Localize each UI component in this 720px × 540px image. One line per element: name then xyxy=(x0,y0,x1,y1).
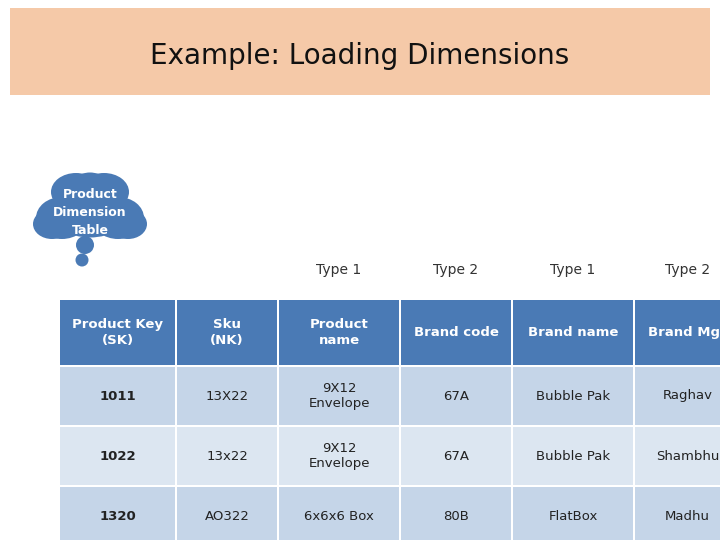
Ellipse shape xyxy=(76,236,94,254)
Text: Product
name: Product name xyxy=(310,318,369,347)
Text: Brand Mgr: Brand Mgr xyxy=(648,326,720,339)
FancyBboxPatch shape xyxy=(635,300,720,365)
Text: 13X22: 13X22 xyxy=(205,389,248,402)
FancyBboxPatch shape xyxy=(279,427,399,485)
Text: Sku
(NK): Sku (NK) xyxy=(210,318,244,347)
Text: 67A: 67A xyxy=(443,389,469,402)
Text: Type 1: Type 1 xyxy=(550,263,595,277)
Text: Example: Loading Dimensions: Example: Loading Dimensions xyxy=(150,42,570,70)
Text: Type 2: Type 2 xyxy=(665,263,710,277)
FancyBboxPatch shape xyxy=(279,487,399,540)
FancyBboxPatch shape xyxy=(635,427,720,485)
FancyBboxPatch shape xyxy=(177,487,277,540)
Text: 6x6x6 Box: 6x6x6 Box xyxy=(304,510,374,523)
Text: 80B: 80B xyxy=(443,510,469,523)
Ellipse shape xyxy=(109,209,147,239)
Text: Madhu: Madhu xyxy=(665,510,710,523)
FancyBboxPatch shape xyxy=(635,367,720,425)
Ellipse shape xyxy=(76,253,89,267)
FancyBboxPatch shape xyxy=(635,487,720,540)
FancyBboxPatch shape xyxy=(279,367,399,425)
FancyBboxPatch shape xyxy=(401,300,511,365)
FancyBboxPatch shape xyxy=(60,300,175,365)
Text: AO322: AO322 xyxy=(204,510,249,523)
Text: 9X12
Envelope: 9X12 Envelope xyxy=(308,381,370,410)
Text: 1022: 1022 xyxy=(99,449,136,462)
Text: Type 2: Type 2 xyxy=(433,263,479,277)
Text: Bubble Pak: Bubble Pak xyxy=(536,449,610,462)
FancyBboxPatch shape xyxy=(513,427,633,485)
FancyBboxPatch shape xyxy=(60,487,175,540)
FancyBboxPatch shape xyxy=(401,427,511,485)
Text: Raghav: Raghav xyxy=(662,389,713,402)
FancyBboxPatch shape xyxy=(177,300,277,365)
FancyBboxPatch shape xyxy=(177,367,277,425)
Ellipse shape xyxy=(51,173,101,211)
FancyBboxPatch shape xyxy=(513,367,633,425)
FancyBboxPatch shape xyxy=(60,427,175,485)
Text: Type 1: Type 1 xyxy=(316,263,361,277)
Text: 9X12
Envelope: 9X12 Envelope xyxy=(308,442,370,470)
Ellipse shape xyxy=(36,197,88,239)
Text: 1320: 1320 xyxy=(99,510,136,523)
Text: Bubble Pak: Bubble Pak xyxy=(536,389,610,402)
FancyBboxPatch shape xyxy=(401,487,511,540)
Text: Brand name: Brand name xyxy=(528,326,618,339)
FancyBboxPatch shape xyxy=(401,367,511,425)
Ellipse shape xyxy=(69,172,111,207)
Ellipse shape xyxy=(50,183,130,238)
FancyBboxPatch shape xyxy=(10,8,710,95)
Text: Shambhu: Shambhu xyxy=(656,449,719,462)
FancyBboxPatch shape xyxy=(513,487,633,540)
FancyBboxPatch shape xyxy=(60,367,175,425)
Text: 67A: 67A xyxy=(443,449,469,462)
FancyBboxPatch shape xyxy=(513,300,633,365)
Ellipse shape xyxy=(33,209,71,239)
FancyBboxPatch shape xyxy=(279,300,399,365)
Ellipse shape xyxy=(92,197,144,239)
Ellipse shape xyxy=(79,173,129,211)
Text: Brand code: Brand code xyxy=(413,326,498,339)
Text: 1011: 1011 xyxy=(99,389,136,402)
Text: Product
Dimension
Table: Product Dimension Table xyxy=(53,187,127,237)
Text: 13x22: 13x22 xyxy=(206,449,248,462)
Text: FlatBox: FlatBox xyxy=(549,510,598,523)
FancyBboxPatch shape xyxy=(177,427,277,485)
Text: Product Key
(SK): Product Key (SK) xyxy=(72,318,163,347)
